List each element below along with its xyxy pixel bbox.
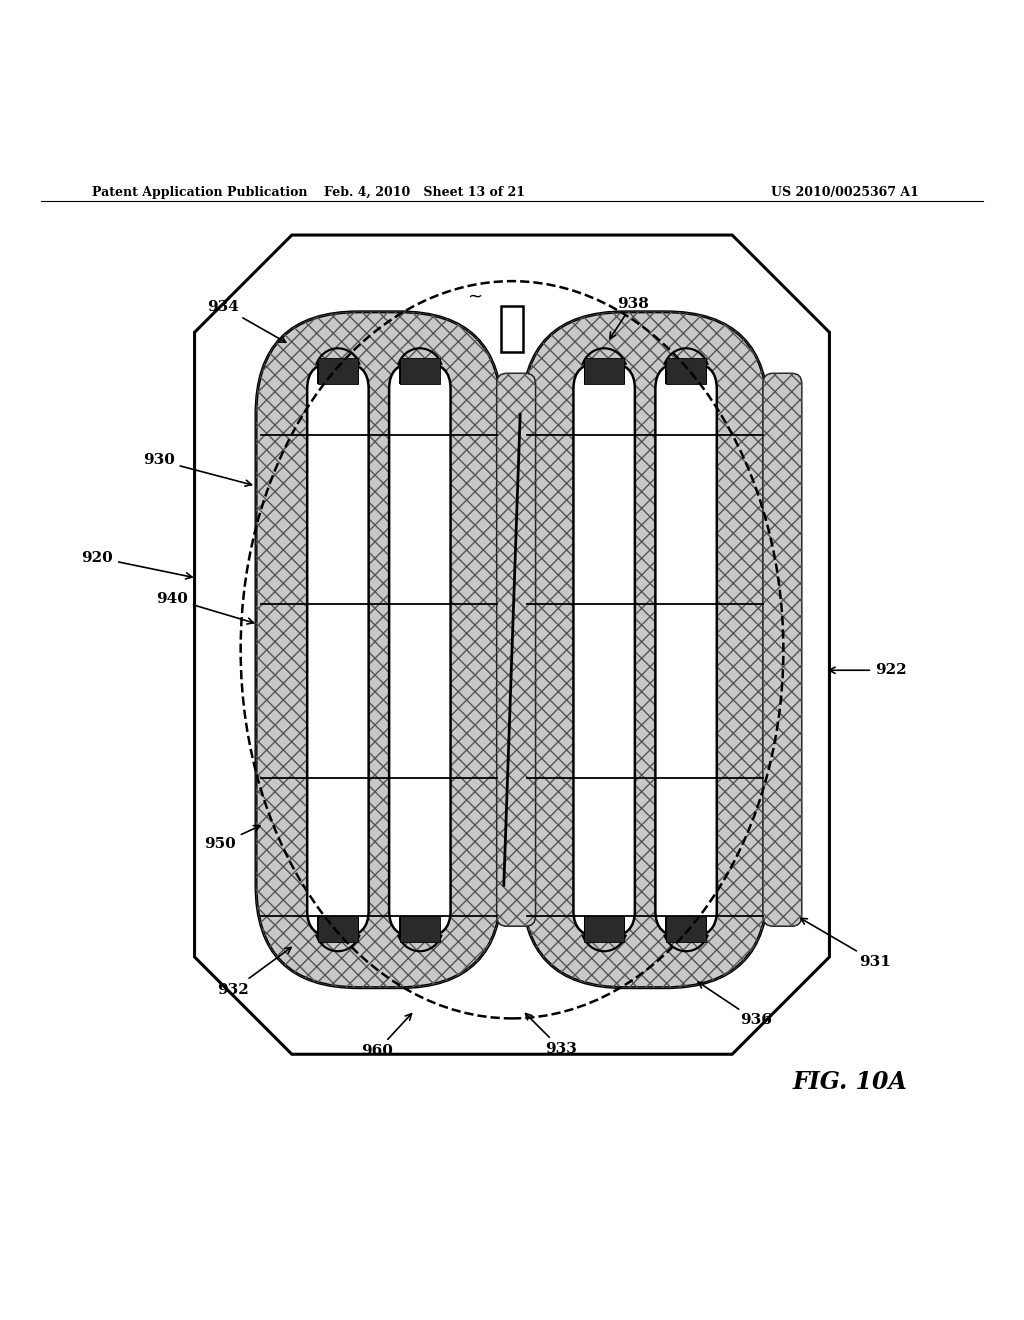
Bar [584, 916, 625, 941]
Text: $\sim$: $\sim$ [464, 286, 482, 305]
FancyBboxPatch shape [655, 363, 717, 936]
Text: 936: 936 [698, 982, 772, 1027]
FancyBboxPatch shape [573, 363, 635, 936]
Text: FIG. 10A: FIG. 10A [793, 1071, 907, 1094]
FancyBboxPatch shape [389, 363, 451, 936]
Text: 922: 922 [829, 663, 906, 677]
Text: 934: 934 [207, 300, 286, 342]
Bar [399, 916, 439, 941]
Text: 930: 930 [142, 453, 252, 486]
FancyBboxPatch shape [497, 374, 536, 927]
Text: Patent Application Publication: Patent Application Publication [92, 186, 307, 198]
Text: 960: 960 [360, 1014, 412, 1059]
Text: 940: 940 [156, 591, 254, 624]
Text: 938: 938 [609, 297, 649, 339]
Bar [317, 916, 358, 941]
FancyBboxPatch shape [256, 312, 502, 987]
Bar [399, 358, 439, 384]
Text: 932: 932 [217, 948, 291, 997]
FancyBboxPatch shape [522, 312, 768, 987]
Text: Feb. 4, 2010   Sheet 13 of 21: Feb. 4, 2010 Sheet 13 of 21 [325, 186, 525, 198]
Bar [584, 358, 625, 384]
Text: US 2010/0025367 A1: US 2010/0025367 A1 [771, 186, 919, 198]
Text: 931: 931 [801, 919, 892, 969]
Text: 933: 933 [525, 1014, 578, 1056]
FancyBboxPatch shape [763, 374, 802, 927]
Text: 950: 950 [204, 825, 260, 851]
Bar [667, 916, 707, 941]
Bar [667, 358, 707, 384]
Text: 920: 920 [81, 550, 193, 579]
FancyBboxPatch shape [307, 363, 369, 936]
Bar [317, 358, 358, 384]
Bar [501, 306, 523, 351]
